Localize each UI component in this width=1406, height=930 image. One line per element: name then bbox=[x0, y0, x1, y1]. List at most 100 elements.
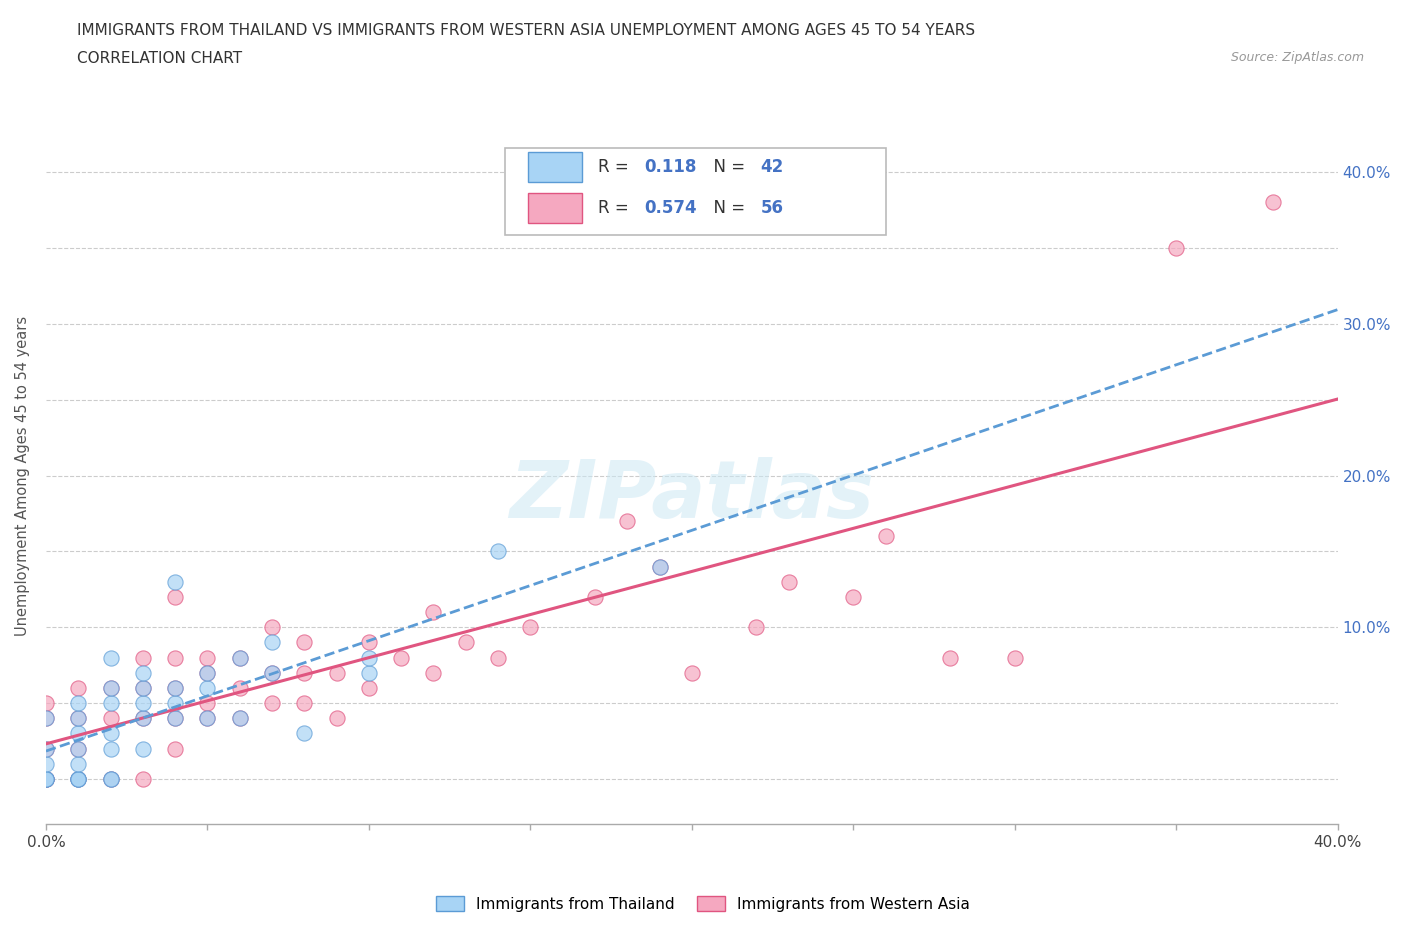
Point bbox=[35, 772, 58, 787]
Point bbox=[325, 665, 347, 680]
Point bbox=[648, 559, 671, 574]
Point bbox=[132, 772, 155, 787]
Point bbox=[100, 696, 122, 711]
Point bbox=[67, 696, 90, 711]
Text: 0.574: 0.574 bbox=[644, 199, 696, 217]
Text: Source: ZipAtlas.com: Source: ZipAtlas.com bbox=[1230, 51, 1364, 64]
Point bbox=[67, 772, 90, 787]
Point bbox=[197, 681, 219, 696]
Point bbox=[357, 635, 380, 650]
Point bbox=[67, 681, 90, 696]
Point bbox=[228, 711, 250, 725]
Point bbox=[292, 635, 315, 650]
Point bbox=[132, 711, 155, 725]
Text: CORRELATION CHART: CORRELATION CHART bbox=[77, 51, 242, 66]
Point bbox=[35, 711, 58, 725]
Point bbox=[292, 696, 315, 711]
Point bbox=[35, 711, 58, 725]
Text: N =: N = bbox=[703, 158, 751, 176]
Point bbox=[1004, 650, 1026, 665]
Point bbox=[67, 772, 90, 787]
Point bbox=[292, 726, 315, 741]
Point bbox=[35, 772, 58, 787]
Point bbox=[228, 681, 250, 696]
Point bbox=[260, 696, 283, 711]
Point bbox=[100, 681, 122, 696]
Point bbox=[778, 575, 800, 590]
Point bbox=[842, 590, 865, 604]
Point bbox=[132, 741, 155, 756]
Point bbox=[197, 665, 219, 680]
Point bbox=[260, 635, 283, 650]
Point bbox=[132, 681, 155, 696]
FancyBboxPatch shape bbox=[527, 153, 582, 181]
Point bbox=[165, 711, 187, 725]
Point bbox=[132, 650, 155, 665]
Point bbox=[519, 619, 541, 634]
Point bbox=[35, 741, 58, 756]
Text: 0.118: 0.118 bbox=[644, 158, 696, 176]
Point bbox=[422, 604, 444, 619]
Legend: Immigrants from Thailand, Immigrants from Western Asia: Immigrants from Thailand, Immigrants fro… bbox=[430, 889, 976, 918]
Point bbox=[260, 665, 283, 680]
Point bbox=[100, 772, 122, 787]
Point bbox=[132, 665, 155, 680]
Point bbox=[260, 665, 283, 680]
Point bbox=[132, 696, 155, 711]
Point bbox=[165, 650, 187, 665]
Text: 56: 56 bbox=[761, 199, 783, 217]
Point bbox=[35, 772, 58, 787]
Point bbox=[197, 711, 219, 725]
Point bbox=[132, 711, 155, 725]
Point bbox=[389, 650, 412, 665]
Point bbox=[100, 741, 122, 756]
Point bbox=[454, 635, 477, 650]
Point bbox=[260, 619, 283, 634]
Point bbox=[67, 711, 90, 725]
Y-axis label: Unemployment Among Ages 45 to 54 years: Unemployment Among Ages 45 to 54 years bbox=[15, 315, 30, 635]
Point bbox=[165, 741, 187, 756]
Point bbox=[228, 650, 250, 665]
Point bbox=[1166, 241, 1188, 256]
Point bbox=[681, 665, 703, 680]
Point bbox=[35, 741, 58, 756]
Point bbox=[67, 772, 90, 787]
Point bbox=[197, 711, 219, 725]
Point bbox=[745, 619, 768, 634]
Point bbox=[67, 726, 90, 741]
Point bbox=[583, 590, 606, 604]
Point bbox=[648, 559, 671, 574]
Point bbox=[616, 513, 638, 528]
Point bbox=[35, 696, 58, 711]
Point bbox=[357, 681, 380, 696]
Point bbox=[132, 681, 155, 696]
Point bbox=[100, 711, 122, 725]
Point bbox=[35, 772, 58, 787]
Point bbox=[100, 650, 122, 665]
Point bbox=[67, 772, 90, 787]
Point bbox=[875, 529, 897, 544]
Point bbox=[165, 590, 187, 604]
Point bbox=[325, 711, 347, 725]
Point bbox=[228, 711, 250, 725]
Point bbox=[100, 772, 122, 787]
Point bbox=[165, 681, 187, 696]
Point bbox=[165, 681, 187, 696]
Point bbox=[67, 711, 90, 725]
FancyBboxPatch shape bbox=[505, 148, 886, 234]
Point bbox=[67, 741, 90, 756]
Point bbox=[165, 696, 187, 711]
Point bbox=[1261, 195, 1284, 210]
Point bbox=[100, 772, 122, 787]
Point bbox=[939, 650, 962, 665]
Text: N =: N = bbox=[703, 199, 751, 217]
Point bbox=[67, 741, 90, 756]
Point bbox=[165, 711, 187, 725]
Point bbox=[228, 650, 250, 665]
Point bbox=[100, 681, 122, 696]
Text: R =: R = bbox=[598, 158, 634, 176]
Point bbox=[100, 726, 122, 741]
Point bbox=[165, 575, 187, 590]
Point bbox=[357, 665, 380, 680]
Point bbox=[197, 665, 219, 680]
